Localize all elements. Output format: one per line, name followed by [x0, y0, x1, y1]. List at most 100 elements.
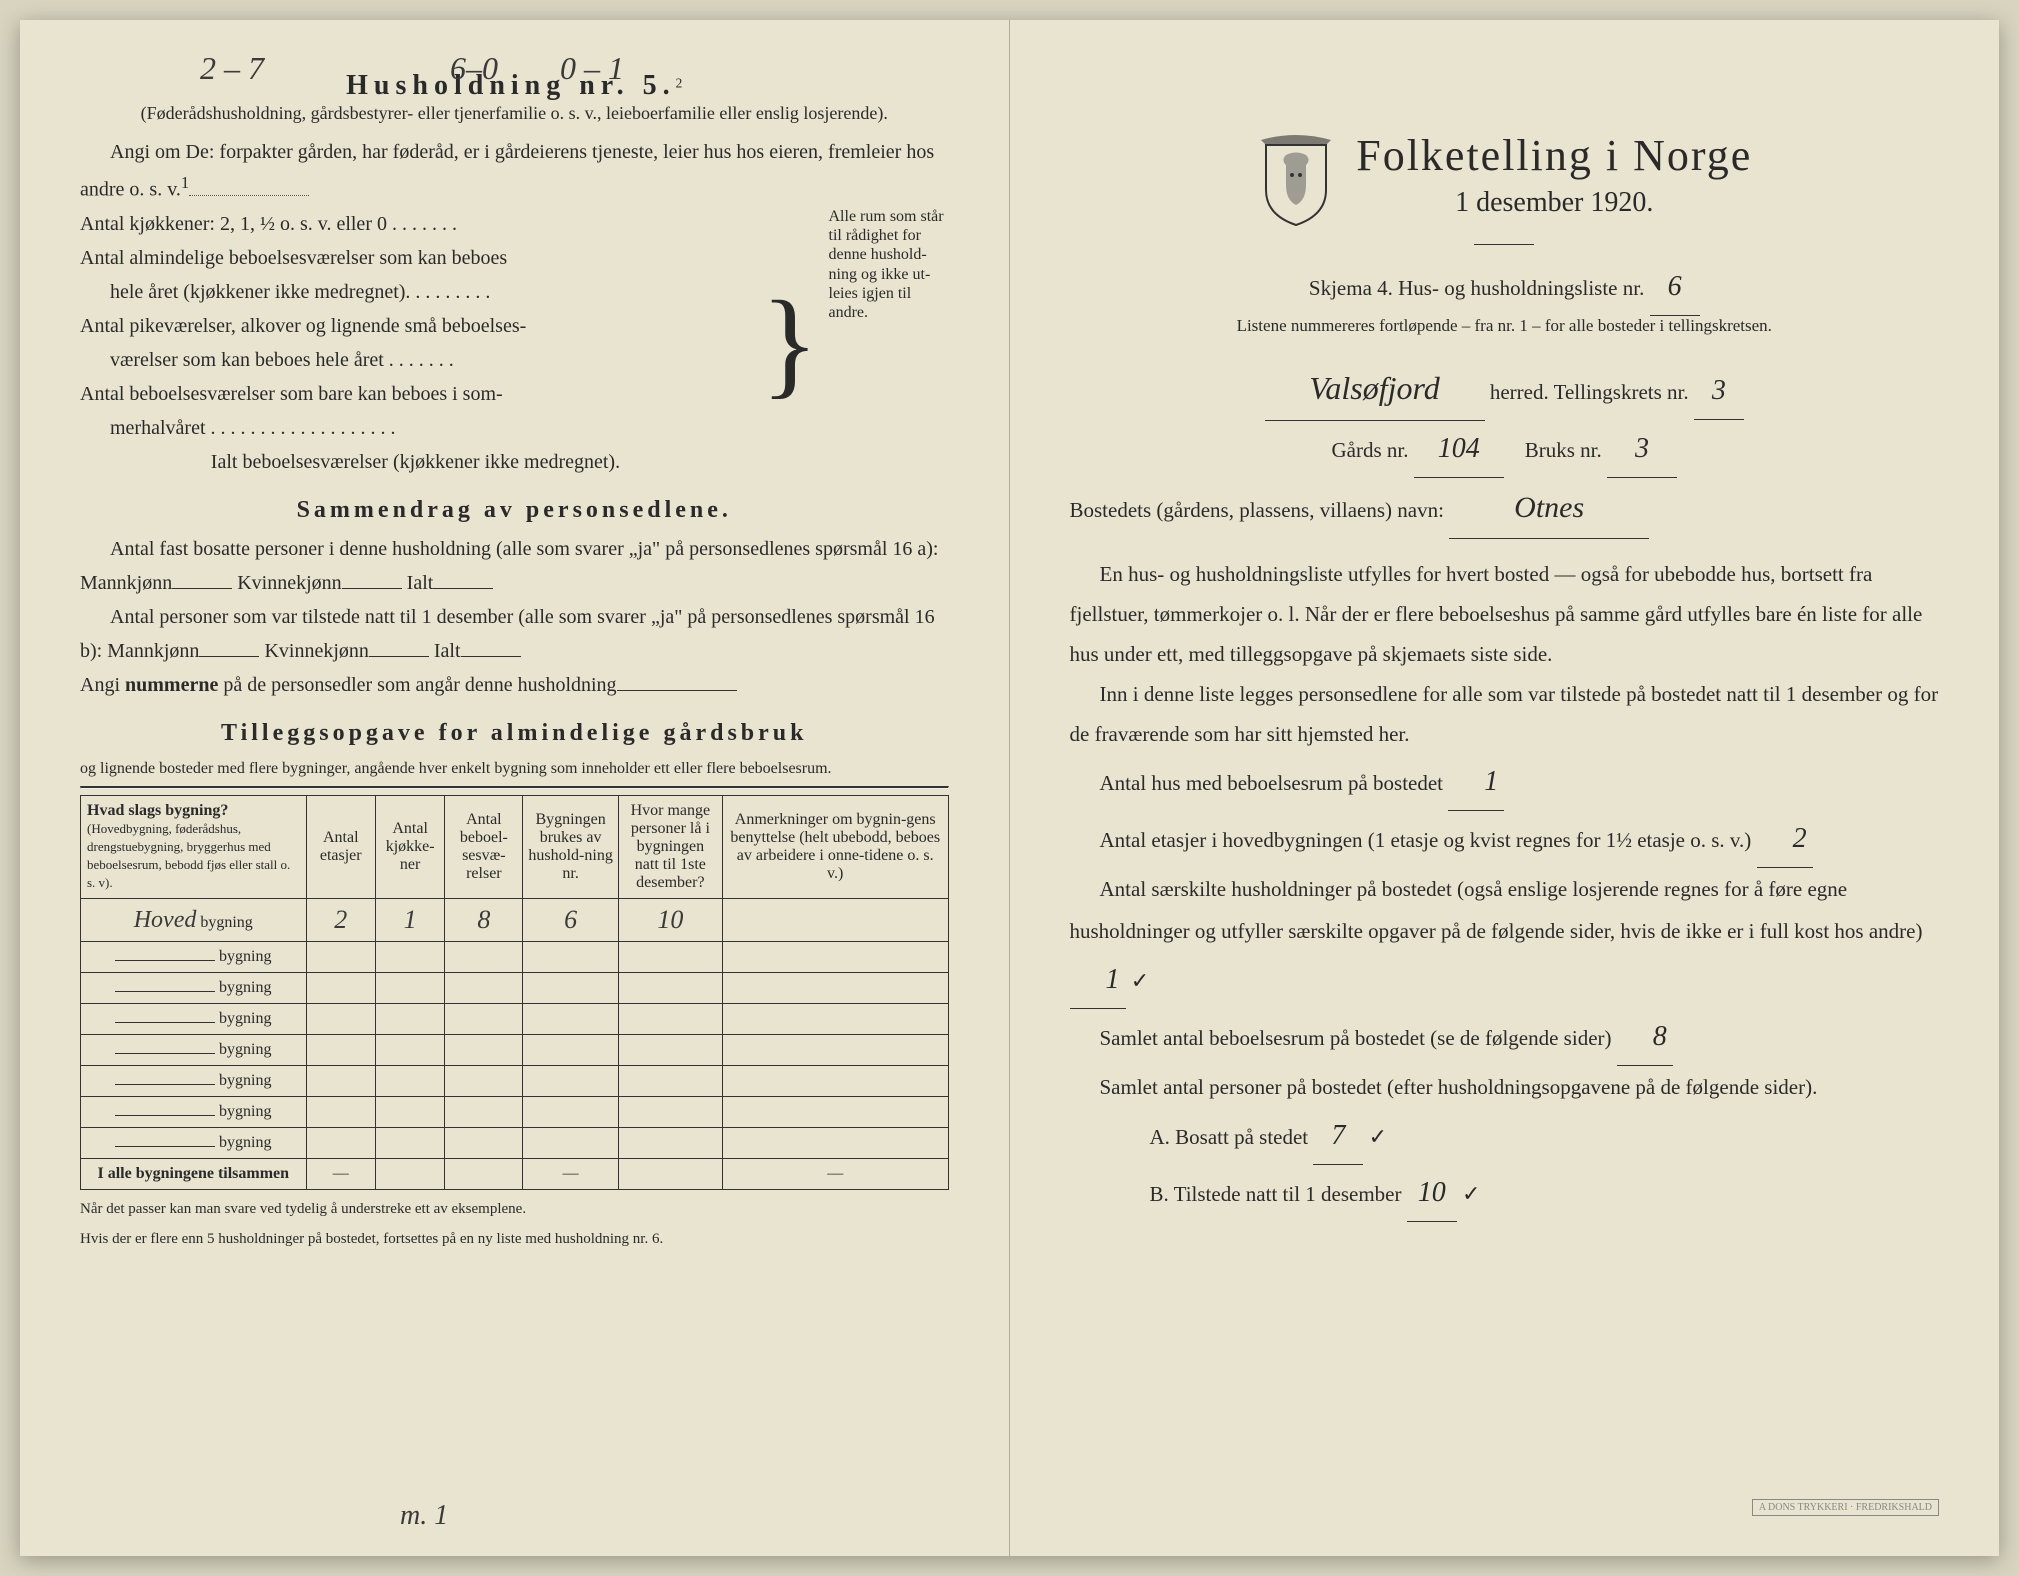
building-table: Hvad slags bygning? (Hovedbygning, føder… — [80, 795, 949, 1190]
household-title: Husholdning nr. 5. — [346, 70, 676, 101]
val-a: 7 — [1313, 1108, 1363, 1165]
val-b: 10 — [1407, 1165, 1457, 1222]
printer-stamp: A DONS TRYKKERI · FREDRIKSHALD — [1752, 1499, 1939, 1516]
tillegg-subtext: og lignende bosteder med flere bygninger… — [80, 755, 949, 782]
th-bygning: Hvad slags bygning? (Hovedbygning, føder… — [81, 796, 307, 899]
row1-hush: 6 — [564, 905, 577, 934]
gards-label: Gårds nr. — [1331, 438, 1408, 462]
row1-etasjer: 2 — [334, 905, 347, 934]
check-b: ✓ — [1462, 1181, 1480, 1206]
kitchen-block: Antal kjøkkener: 2, 1, ½ o. s. v. eller … — [80, 207, 949, 479]
line-a: A. Bosatt på stedet 7 ✓ — [1070, 1108, 1940, 1165]
line-hush-label: Antal særskilte husholdninger på bostede… — [1070, 877, 1923, 943]
angi-text: Angi om De: forpakter gården, har føderå… — [80, 141, 934, 201]
right-page: Folketelling i Norge 1 desember 1920. Sk… — [1010, 20, 2000, 1556]
left-page: 2 – 7 6–0 0 – 1 Husholdning nr. 5.2 (Fød… — [20, 20, 1010, 1556]
row-bygning-label: bygning — [219, 979, 271, 996]
th-bygning-sub: (Hovedbygning, føderådshus, drengstuebyg… — [87, 821, 290, 890]
dash: — — [722, 1159, 948, 1190]
table-row: bygning — [81, 1035, 949, 1066]
curly-bracket: } — [761, 313, 819, 373]
footnote-2: Hvis der er flere enn 5 husholdninger på… — [80, 1230, 949, 1250]
household-subtitle: (Føderådshusholdning, gårdsbestyrer- ell… — [80, 102, 949, 125]
title-row: Folketelling i Norge 1 desember 1920. — [1070, 130, 1940, 230]
sammendrag-line-2: Antal personer som var tilstede natt til… — [80, 600, 949, 668]
footnote-1: Når det passer kan man svare ved tydelig… — [80, 1200, 949, 1220]
sammendrag-heading: Sammendrag av personsedlene. — [80, 497, 949, 524]
handwritten-top-right: 0 – 1 — [560, 50, 624, 87]
row-bygning-label: bygning — [219, 1010, 271, 1027]
coat-of-arms-icon — [1256, 130, 1336, 230]
row-bygning-label: bygning — [219, 1072, 271, 1089]
ialt-label-2: Ialt — [434, 640, 461, 662]
row-bygning-label: bygning — [219, 1134, 271, 1151]
document-spread: 2 – 7 6–0 0 – 1 Husholdning nr. 5.2 (Fød… — [20, 20, 1999, 1556]
table-footer-row: I alle bygningene tilsammen — — — — [81, 1159, 949, 1190]
ialt-label-1: Ialt — [407, 572, 434, 594]
table-row: bygning — [81, 942, 949, 973]
herred-label: herred. Tellingskrets nr. — [1490, 380, 1689, 404]
sammen3c: på de personsedler som angår denne husho… — [218, 674, 616, 696]
herred-line: Valsøfjord herred. Tellingskrets nr. 3 — [1070, 356, 1940, 421]
listene-note: Listene nummereres fortløpende – fra nr.… — [1070, 316, 1940, 336]
sammen3b: nummerne — [125, 674, 218, 696]
main-title: Folketelling i Norge — [1356, 130, 1752, 181]
kitchen-line-4b: merhalvåret . . . . . . . . . . . . . . … — [80, 411, 751, 445]
bruks-label: Bruks nr. — [1525, 438, 1602, 462]
check-hush: ✓ — [1131, 968, 1149, 993]
handwritten-top-left: 2 – 7 — [200, 50, 264, 87]
sammendrag-line-1: Antal fast bosatte personer i denne hush… — [80, 532, 949, 600]
para-1: En hus- og husholdningsliste utfylles fo… — [1070, 555, 1940, 675]
bosted-label: Bostedets (gårdens, plassens, villaens) … — [1070, 498, 1444, 522]
skjema-label: Skjema 4. Hus- og husholdningsliste nr. — [1309, 276, 1644, 300]
val-etasjer: 2 — [1757, 811, 1813, 868]
handwritten-top-mid: 6–0 — [450, 50, 498, 87]
line-a-label: A. Bosatt på stedet — [1150, 1125, 1309, 1149]
angi-line: Angi om De: forpakter gården, har føderå… — [80, 135, 949, 207]
line-b: B. Tilstede natt til 1 desember 10 ✓ — [1070, 1165, 1940, 1222]
th-etasjer: Antal etasjer — [306, 796, 375, 899]
sammendrag-line-3: Angi nummerne på de personsedler som ang… — [80, 668, 949, 702]
row1-kjokken: 1 — [404, 905, 417, 934]
dash: — — [306, 1159, 375, 1190]
row1-bygning: bygning — [200, 914, 252, 931]
row1-name: Hoved — [134, 907, 197, 933]
row1-vaerelser: 8 — [477, 905, 490, 934]
th-anmerk: Anmerkninger om bygnin-gens benyttelse (… — [722, 796, 948, 899]
th-hushold: Bygningen brukes av hushold-ning nr. — [523, 796, 618, 899]
handwritten-bottom: m. 1 — [400, 1500, 448, 1532]
row1-anm — [722, 899, 948, 942]
kvinne-label-2: Kvinnekjønn — [264, 640, 368, 662]
sammen3a: Angi — [80, 674, 125, 696]
kitchen-line-3b: værelser som kan beboes hele året . . . … — [80, 343, 751, 377]
krets-value: 3 — [1694, 363, 1744, 420]
angi-sup: 1 — [181, 173, 189, 192]
th-bygning-title: Hvad slags bygning? — [87, 802, 228, 819]
skjema-value: 6 — [1650, 259, 1700, 316]
table-row: bygning — [81, 1004, 949, 1035]
row-bygning-label: bygning — [219, 1103, 271, 1120]
table-row: bygning — [81, 973, 949, 1004]
title-superscript: 2 — [676, 76, 683, 91]
val-beboelse: 8 — [1617, 1009, 1673, 1066]
sammen2-text: Antal personer som var tilstede natt til… — [80, 606, 935, 662]
tillegg-heading: Tilleggsopgave for almindelige gårdsbruk — [80, 720, 949, 747]
gards-value: 104 — [1414, 421, 1504, 478]
th-kjokken: Antal kjøkke-ner — [375, 796, 444, 899]
dash: — — [523, 1159, 618, 1190]
kitchen-line-1: Antal kjøkkener: 2, 1, ½ o. s. v. eller … — [80, 207, 751, 241]
curly-note: Alle rum som står til rådighet for denne… — [829, 207, 949, 479]
skjema-line: Skjema 4. Hus- og husholdningsliste nr. … — [1070, 259, 1940, 316]
bosted-value: Otnes — [1449, 478, 1649, 539]
table-row: bygning — [81, 1066, 949, 1097]
line-hus-label: Antal hus med beboelsesrum på bostedet — [1100, 771, 1444, 795]
line-etasjer: Antal etasjer i hovedbygningen (1 etasje… — [1070, 811, 1940, 868]
line-beboelse: Samlet antal beboelsesrum på bostedet (s… — [1070, 1009, 1940, 1066]
line-b-label: B. Tilstede natt til 1 desember — [1150, 1182, 1402, 1206]
herred-value: Valsøfjord — [1265, 356, 1485, 421]
bosted-line: Bostedets (gårdens, plassens, villaens) … — [1070, 478, 1940, 539]
check-a: ✓ — [1369, 1124, 1387, 1149]
gards-line: Gårds nr. 104 Bruks nr. 3 — [1070, 421, 1940, 478]
line-hus: Antal hus med beboelsesrum på bostedet 1 — [1070, 754, 1940, 811]
para-2: Inn i denne liste legges personsedlene f… — [1070, 675, 1940, 755]
